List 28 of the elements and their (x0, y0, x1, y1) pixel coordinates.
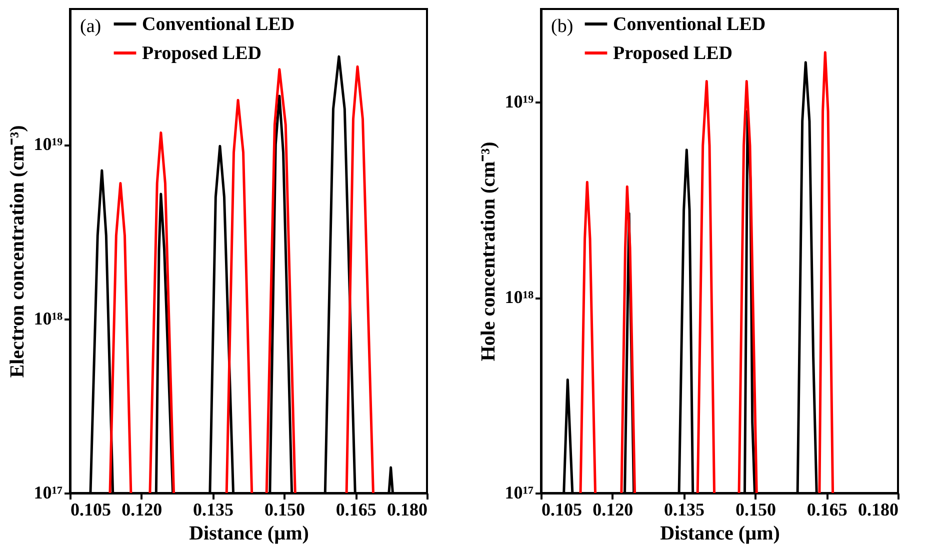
x-tick-label: 0.180 (387, 500, 428, 520)
y-tick-label: 10¹⁸ (504, 287, 534, 308)
y-tick-label: 10¹⁷ (34, 482, 64, 502)
y-tick-label: 10¹⁸ (34, 308, 64, 328)
x-tick-label: 0.150 (264, 500, 305, 520)
legend-label: Proposed LED (142, 43, 262, 64)
y-axis-title: Hole concentration (cm⁻³) (478, 142, 500, 362)
x-tick-label: 0.105 (542, 500, 582, 520)
x-tick-label: 0.165 (806, 500, 848, 520)
x-tick-label: 0.165 (336, 500, 376, 520)
y-tick-label: 10¹⁹ (504, 92, 534, 112)
x-tick-label: 0.135 (193, 500, 234, 520)
x-tick-label: 0.105 (70, 500, 111, 520)
x-axis-title: Distance (µm) (189, 522, 309, 544)
x-axis-title: Distance (µm) (660, 522, 780, 544)
x-tick-label: 0.180 (858, 500, 898, 520)
x-tick-label: 0.120 (122, 500, 162, 520)
legend-label: Conventional LED (142, 14, 295, 35)
y-tick-label: 10¹⁷ (504, 482, 534, 502)
legend-label: Proposed LED (613, 43, 732, 64)
annotation: (a) (80, 16, 102, 37)
y-axis-title: Electron concentration (cm⁻³) (6, 125, 29, 378)
x-tick-label: 0.120 (592, 500, 634, 520)
annotation: (b) (551, 16, 574, 37)
y-tick-label: 10¹⁹ (34, 134, 64, 154)
x-tick-label: 0.135 (664, 500, 705, 520)
x-tick-label: 0.150 (735, 500, 776, 520)
legend-label: Conventional LED (613, 14, 766, 35)
